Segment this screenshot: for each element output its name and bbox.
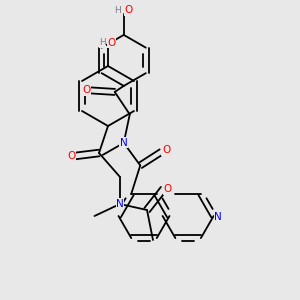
- Text: O: O: [67, 151, 75, 161]
- Text: O: O: [107, 38, 116, 48]
- Text: N: N: [120, 138, 127, 148]
- Text: O: O: [162, 146, 170, 155]
- Text: O: O: [82, 85, 91, 95]
- Text: O: O: [163, 184, 172, 194]
- Text: H: H: [99, 38, 106, 47]
- Text: H: H: [114, 6, 121, 15]
- Text: O: O: [124, 5, 132, 15]
- Text: N: N: [116, 199, 124, 209]
- Text: N: N: [214, 212, 222, 223]
